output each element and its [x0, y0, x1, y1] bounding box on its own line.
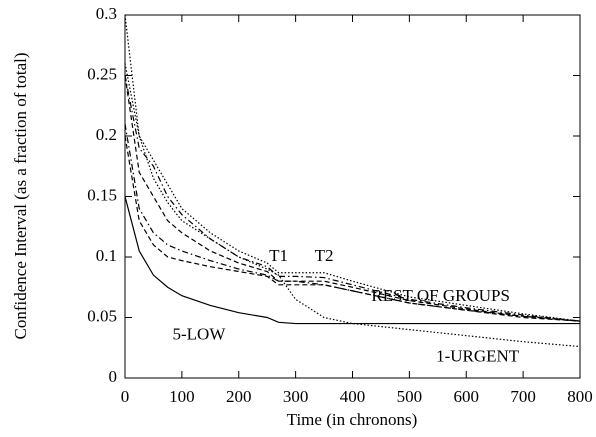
- y-tick-label: 0.3: [96, 4, 117, 23]
- y-tick-label: 0.25: [87, 64, 117, 83]
- series-line: [124, 135, 581, 322]
- x-tick-label: 400: [340, 387, 366, 406]
- annotation: T2: [315, 246, 334, 265]
- x-tick-label: 100: [169, 387, 195, 406]
- x-tick-label: 700: [510, 387, 536, 406]
- annotation: 1-URGENT: [436, 346, 520, 365]
- y-tick-label: 0.1: [96, 246, 117, 265]
- y-tick-label: 0: [109, 367, 118, 386]
- annotation: 5-LOW: [173, 325, 227, 344]
- x-tick-label: 600: [454, 387, 480, 406]
- x-tick-label: 300: [283, 387, 309, 406]
- x-tick-label: 500: [397, 387, 423, 406]
- x-tick-label: 800: [567, 387, 593, 406]
- series-line: [124, 63, 581, 348]
- annotation: REST OF GROUPS: [371, 286, 510, 305]
- x-axis-label: Time (in chronons): [287, 410, 418, 429]
- x-tick-label: 200: [226, 387, 252, 406]
- x-tick-label: 0: [121, 387, 130, 406]
- y-axis-label: Confidence Interval (as a fraction of to…: [11, 53, 30, 340]
- y-tick-label: 0.2: [96, 125, 117, 144]
- series-line: [124, 14, 581, 322]
- annotation: T1: [269, 246, 288, 265]
- series-line: [124, 75, 581, 322]
- series-line: [124, 75, 581, 322]
- series-line: [124, 123, 581, 322]
- y-tick-label: 0.05: [87, 306, 117, 325]
- series-line: [124, 196, 580, 325]
- y-tick-label: 0.15: [87, 185, 117, 204]
